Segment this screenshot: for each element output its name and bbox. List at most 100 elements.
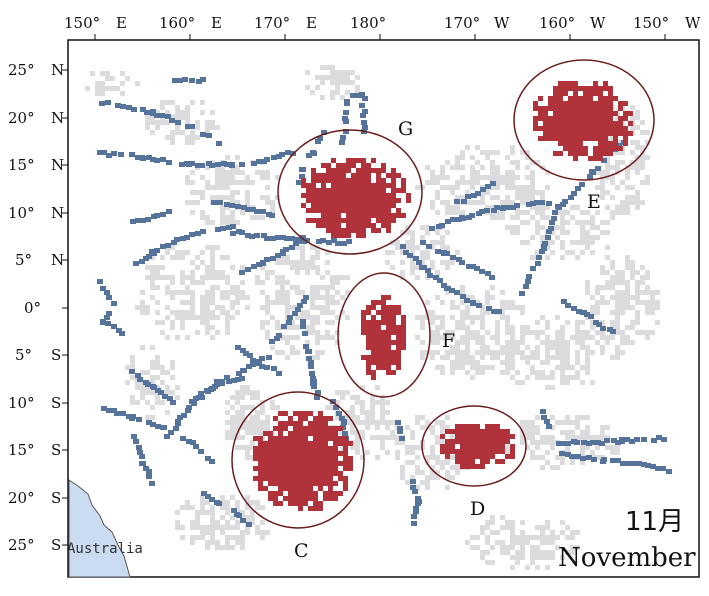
background-cell bbox=[565, 350, 570, 355]
hotspot-cell bbox=[293, 411, 298, 416]
background-cell bbox=[420, 480, 425, 485]
background-cell bbox=[600, 430, 605, 435]
track-cell bbox=[534, 200, 540, 205]
track-cell bbox=[636, 461, 642, 466]
australia-land bbox=[68, 479, 131, 578]
background-cell bbox=[605, 255, 610, 260]
background-cell bbox=[505, 185, 510, 190]
hotspot-cell bbox=[588, 131, 593, 136]
track-cell bbox=[420, 240, 426, 245]
background-cell bbox=[200, 530, 205, 535]
hotspot-cell bbox=[613, 126, 618, 131]
hotspot-cell bbox=[288, 456, 293, 461]
hotspot-cell bbox=[376, 173, 381, 178]
hotspot-cell bbox=[475, 424, 480, 429]
hotspot-cell bbox=[505, 439, 510, 444]
hotspot-cell bbox=[406, 198, 411, 203]
background-cell bbox=[525, 540, 530, 545]
background-cell bbox=[505, 365, 510, 370]
track-cell bbox=[289, 236, 295, 241]
track-cell bbox=[259, 364, 265, 369]
background-cell bbox=[510, 545, 515, 550]
hotspot-cell bbox=[485, 444, 490, 449]
background-cell bbox=[495, 215, 500, 220]
left-axis-deg-7: 5° bbox=[15, 346, 32, 364]
background-cell bbox=[185, 335, 190, 340]
background-cell bbox=[235, 180, 240, 185]
track-cell bbox=[111, 408, 117, 413]
background-cell bbox=[205, 120, 210, 125]
background-cell bbox=[195, 280, 200, 285]
background-cell bbox=[435, 325, 440, 330]
background-cell bbox=[430, 355, 435, 360]
background-cell bbox=[610, 320, 615, 325]
background-cell bbox=[540, 215, 545, 220]
track-cell bbox=[575, 186, 581, 191]
background-cell bbox=[440, 325, 445, 330]
background-cell bbox=[500, 200, 505, 205]
hotspot-cell bbox=[366, 305, 371, 310]
background-cell bbox=[460, 150, 465, 155]
background-cell bbox=[305, 260, 310, 265]
hotspot-cell bbox=[323, 466, 328, 471]
hotspot-cell bbox=[343, 456, 348, 461]
hotspot-cell bbox=[608, 91, 613, 96]
hotspot-cell bbox=[316, 193, 321, 198]
background-cell bbox=[595, 300, 600, 305]
track-cell bbox=[104, 290, 110, 295]
hotspot-cell bbox=[445, 429, 450, 434]
background-cell bbox=[505, 340, 510, 345]
hotspot-cell bbox=[341, 183, 346, 188]
background-cell bbox=[325, 250, 330, 255]
hotspot-cell bbox=[323, 441, 328, 446]
background-cell bbox=[530, 420, 535, 425]
hotspot-cell bbox=[336, 168, 341, 173]
background-cell bbox=[435, 420, 440, 425]
hotspot-cell bbox=[376, 168, 381, 173]
hotspot-cell bbox=[263, 476, 268, 481]
background-cell bbox=[610, 195, 615, 200]
hotspot-cell bbox=[608, 131, 613, 136]
hotspot-cell bbox=[510, 454, 515, 459]
background-cell bbox=[450, 360, 455, 365]
background-cell bbox=[475, 335, 480, 340]
background-cell bbox=[540, 525, 545, 530]
background-cell bbox=[475, 360, 480, 365]
hotspot-cell bbox=[316, 218, 321, 223]
background-cell bbox=[155, 360, 160, 365]
background-cell bbox=[490, 205, 495, 210]
background-cell bbox=[180, 115, 185, 120]
track-cell bbox=[413, 256, 419, 261]
track-cell bbox=[359, 93, 365, 98]
background-cell bbox=[575, 220, 580, 225]
track-cell bbox=[310, 150, 316, 155]
background-cell bbox=[145, 125, 150, 130]
hotspot-cell bbox=[465, 429, 470, 434]
hotspot-cell bbox=[303, 436, 308, 441]
background-cell bbox=[520, 555, 525, 560]
background-cell bbox=[555, 345, 560, 350]
hotspot-cell bbox=[603, 111, 608, 116]
background-cell bbox=[475, 315, 480, 320]
background-cell bbox=[145, 390, 150, 395]
hotspot-cell bbox=[341, 193, 346, 198]
track-cell bbox=[433, 275, 439, 280]
background-cell bbox=[125, 365, 130, 370]
background-cell bbox=[440, 245, 445, 250]
track-cell bbox=[439, 223, 445, 228]
background-cell bbox=[555, 455, 560, 460]
background-cell bbox=[230, 515, 235, 520]
background-cell bbox=[545, 555, 550, 560]
hotspot-cell bbox=[588, 121, 593, 126]
background-cell bbox=[350, 395, 355, 400]
track-cell bbox=[201, 491, 207, 496]
background-cell bbox=[315, 330, 320, 335]
background-cell bbox=[480, 365, 485, 370]
hotspot-cell bbox=[328, 471, 333, 476]
hotspot-cell bbox=[308, 421, 313, 426]
hotspot-cell bbox=[331, 223, 336, 228]
background-cell bbox=[150, 295, 155, 300]
track-cell bbox=[100, 320, 106, 325]
background-cell bbox=[530, 535, 535, 540]
background-cell bbox=[165, 285, 170, 290]
